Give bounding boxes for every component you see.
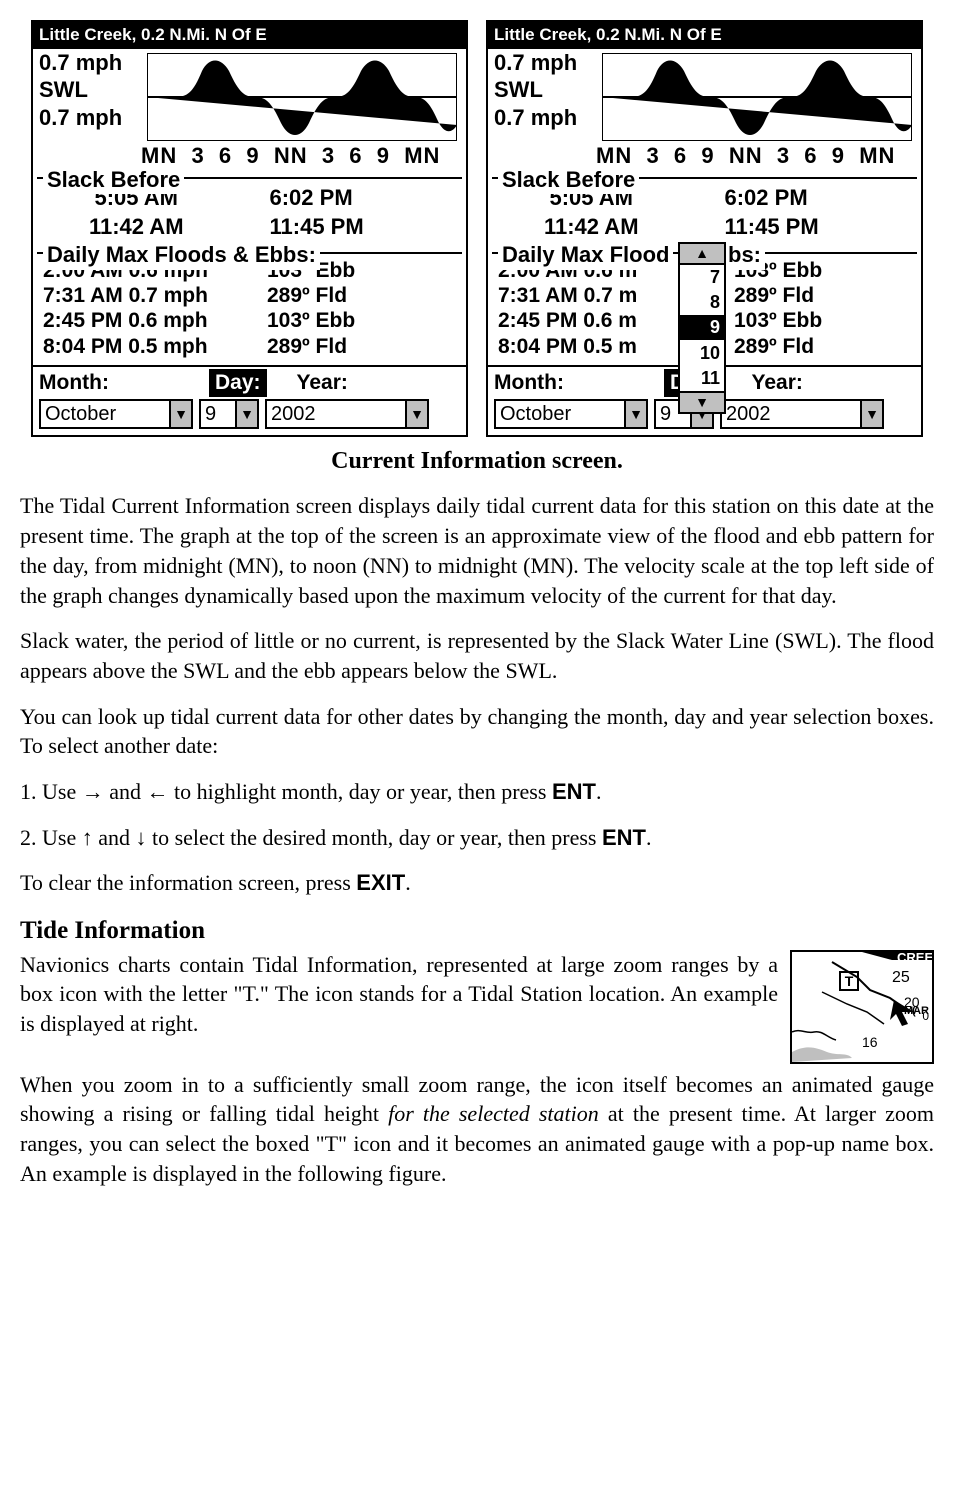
step-1: 1. Use → and ← to highlight month, day o… <box>20 777 934 807</box>
body-paragraph: When you zoom in to a sufficiently small… <box>20 1070 934 1189</box>
daily-row: 289º Fld <box>267 334 456 359</box>
y-top: 0.7 mph <box>494 49 577 77</box>
ent-key: ENT <box>552 779 596 804</box>
device-left: Little Creek, 0.2 N.Mi. N Of E 0.7 mph S… <box>31 20 468 437</box>
slack-r2: 11:45 PM <box>725 212 912 242</box>
daily-max-group: Daily Max Floods & Ebbs: 2:00 AM 0.6 mph… <box>37 252 462 365</box>
month-value: October <box>41 401 169 428</box>
spin-up-icon[interactable]: ▲ <box>680 244 724 265</box>
y-mid: SWL <box>494 76 577 104</box>
arrow-up-icon: ↑ <box>82 825 93 850</box>
spin-value[interactable]: 8 <box>680 290 724 315</box>
day-spin-list[interactable]: ▲ 7 8 9 10 11 ▼ <box>678 242 726 414</box>
day-combo[interactable]: 9 ▼ <box>199 399 259 429</box>
daily-title-left: Daily Max Flood <box>498 240 673 270</box>
daily-title-right: bs: <box>724 240 765 270</box>
y-bot: 0.7 mph <box>39 104 122 132</box>
body-paragraph: You can look up tidal current data for o… <box>20 702 934 761</box>
spin-value-selected[interactable]: 9 <box>680 315 724 340</box>
slack-before-group: Slack Before 5:05 AM 11:42 AM 6:02 PM 11… <box>492 177 917 248</box>
svg-text:25: 25 <box>892 969 910 986</box>
month-label: Month: <box>494 369 664 397</box>
daily-row: 2:45 PM 0.6 m <box>498 308 684 333</box>
chevron-down-icon[interactable]: ▼ <box>624 401 646 427</box>
chevron-down-icon[interactable]: ▼ <box>169 401 191 427</box>
daily-row: 289º Fld <box>267 283 456 308</box>
screenshots-row: Little Creek, 0.2 N.Mi. N Of E 0.7 mph S… <box>20 20 934 437</box>
titlebar: Little Creek, 0.2 N.Mi. N Of E <box>33 22 466 49</box>
daily-row: 289º Fld <box>734 283 911 308</box>
tide-info-heading: Tide Information <box>20 914 934 948</box>
device-right: Little Creek, 0.2 N.Mi. N Of E 0.7 mph S… <box>486 20 923 437</box>
month-label: Month: <box>39 369 209 397</box>
spin-value[interactable]: 11 <box>680 366 724 391</box>
slack-title: Slack Before <box>43 165 184 195</box>
month-combo[interactable]: October ▼ <box>494 399 648 429</box>
svg-text:CREE: CREE <box>897 952 932 965</box>
daily-row: 7:31 AM 0.7 m <box>498 283 684 308</box>
y-axis-labels: 0.7 mph SWL 0.7 mph <box>39 49 122 132</box>
year-value: 2002 <box>267 401 405 428</box>
year-combo[interactable]: 2002 ▼ <box>720 399 884 429</box>
daily-row: 289º Fld <box>734 334 911 359</box>
month-value: October <box>496 401 624 428</box>
slack-r1: 6:02 PM <box>725 183 912 213</box>
daily-row: 103º Ebb <box>734 308 911 333</box>
step-2: 2. Use ↑ and ↓ to select the desired mon… <box>20 823 934 853</box>
body-paragraph: Slack water, the period of little or no … <box>20 626 934 685</box>
daily-row: 103º Ebb <box>267 308 456 333</box>
daily-max-group: Daily Max Flood bs: ▲ 7 8 9 10 11 ▼ 2:00… <box>492 252 917 365</box>
daily-title: Daily Max Floods & Ebbs: <box>43 240 320 270</box>
arrow-right-icon: → <box>82 779 104 804</box>
daily-row: 8:04 PM 0.5 m <box>498 334 684 359</box>
tidal-chart-svg <box>602 53 912 141</box>
figure-caption: Current Information screen. <box>20 445 934 477</box>
year-label: Year: <box>267 369 348 397</box>
chart-area: 0.7 mph SWL 0.7 mph <box>488 49 921 141</box>
y-top: 0.7 mph <box>39 49 122 77</box>
month-combo[interactable]: October ▼ <box>39 399 193 429</box>
chevron-down-icon[interactable]: ▼ <box>405 401 427 427</box>
titlebar: Little Creek, 0.2 N.Mi. N Of E <box>488 22 921 49</box>
chevron-down-icon[interactable]: ▼ <box>860 401 882 427</box>
year-label: Year: <box>722 369 803 397</box>
date-labels-row: Month: Day: Year: <box>33 365 466 397</box>
map-thumbnail: CREE 25 20 0 16 T ( MAR <box>790 950 934 1064</box>
daily-row: 2:45 PM 0.6 mph <box>43 308 263 333</box>
svg-text:MAR: MAR <box>904 1005 929 1017</box>
body-paragraph: The Tidal Current Information screen dis… <box>20 491 934 610</box>
y-axis-labels: 0.7 mph SWL 0.7 mph <box>494 49 577 132</box>
italic-phrase: for the selected station <box>388 1101 599 1126</box>
spin-down-icon[interactable]: ▼ <box>680 391 724 412</box>
date-selects-row: October ▼ 9 ▼ 2002 ▼ <box>33 397 466 435</box>
spin-value[interactable]: 7 <box>680 265 724 290</box>
ent-key: ENT <box>602 825 646 850</box>
slack-r1: 6:02 PM <box>270 183 457 213</box>
year-value: 2002 <box>722 401 860 428</box>
arrow-down-icon: ↓ <box>135 825 146 850</box>
day-label: Day: <box>209 369 267 397</box>
slack-title: Slack Before <box>498 165 639 195</box>
daily-row: 7:31 AM 0.7 mph <box>43 283 263 308</box>
tidal-chart-svg <box>147 53 457 141</box>
y-bot: 0.7 mph <box>494 104 577 132</box>
arrow-left-icon: ← <box>146 779 168 804</box>
spin-value[interactable]: 10 <box>680 341 724 366</box>
chevron-down-icon[interactable]: ▼ <box>235 401 257 427</box>
svg-text:T: T <box>845 973 854 989</box>
chart-area: 0.7 mph SWL 0.7 mph <box>33 49 466 141</box>
exit-key: EXIT <box>356 870 405 895</box>
slack-l2: 11:42 AM <box>498 212 685 242</box>
year-combo[interactable]: 2002 ▼ <box>265 399 429 429</box>
svg-text:16: 16 <box>862 1034 878 1050</box>
clear-instruction: To clear the information screen, press E… <box>20 868 934 898</box>
y-mid: SWL <box>39 76 122 104</box>
slack-r2: 11:45 PM <box>270 212 457 242</box>
slack-l2: 11:42 AM <box>43 212 230 242</box>
slack-before-group: Slack Before 5:05 AM 11:42 AM 6:02 PM 11… <box>37 177 462 248</box>
day-value: 9 <box>201 401 235 428</box>
daily-row: 8:04 PM 0.5 mph <box>43 334 263 359</box>
